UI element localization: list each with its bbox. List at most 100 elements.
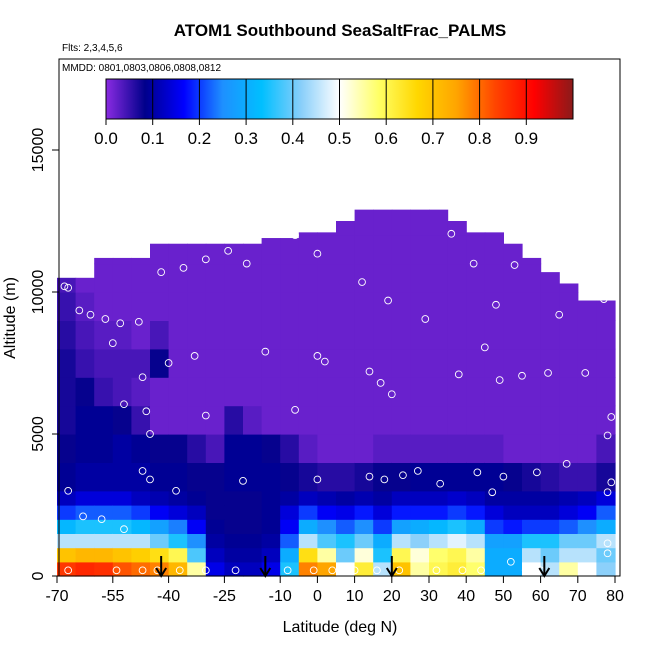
colorbar-tick-label: 0.3 xyxy=(234,129,258,148)
sample-point xyxy=(120,400,128,409)
heatmap-cell xyxy=(243,519,263,534)
heatmap-cell xyxy=(484,505,504,520)
heatmap-cell xyxy=(224,263,244,293)
colorbar-tick-label: 0.4 xyxy=(281,129,305,148)
heatmap-cell xyxy=(336,561,356,577)
heatmap-cell xyxy=(131,263,151,293)
heatmap-cell xyxy=(429,320,449,350)
heatmap-cell xyxy=(112,490,132,506)
heatmap-cell xyxy=(298,462,318,492)
heatmap-cell xyxy=(131,519,151,534)
heatmap-cell xyxy=(298,490,318,506)
sample-point xyxy=(387,390,396,399)
heatmap-cell xyxy=(466,377,486,407)
heatmap-cell xyxy=(280,320,300,350)
heatmap-cell xyxy=(354,348,374,378)
heatmap-cell xyxy=(224,561,244,577)
heatmap-cell xyxy=(168,377,188,407)
heatmap-cell xyxy=(112,547,132,563)
sample-point xyxy=(172,486,180,495)
heatmap-cell xyxy=(131,547,151,563)
heatmap-cell xyxy=(57,505,77,520)
sample-point xyxy=(64,486,73,495)
heatmap-cell xyxy=(522,505,542,520)
sample-point xyxy=(473,468,482,477)
heatmap-cell xyxy=(391,235,411,265)
heatmap-cell xyxy=(205,505,225,520)
heatmap-cell xyxy=(336,490,356,506)
heatmap-cell xyxy=(577,405,597,435)
heatmap-cell xyxy=(410,292,430,321)
sample-point xyxy=(581,369,590,377)
heatmap-cell xyxy=(447,547,467,563)
heatmap-cell xyxy=(112,405,132,435)
heatmap-cell xyxy=(243,263,263,293)
sample-point xyxy=(454,370,463,379)
heatmap-cell xyxy=(224,519,244,534)
heatmap-cell xyxy=(447,320,467,350)
heatmap-cell xyxy=(261,533,281,549)
heatmap-cell xyxy=(596,300,616,321)
x-axis: -70 -55 -40 -25 -10 0 10 20 30 40 50 60 70 80 xyxy=(45,576,624,605)
heatmap-cell xyxy=(466,405,486,435)
heatmap-cell xyxy=(373,490,393,506)
heatmap-cell xyxy=(94,434,114,463)
heatmap-cell xyxy=(168,320,188,350)
heatmap-cell xyxy=(447,348,467,378)
heatmap-cell xyxy=(354,519,374,534)
heatmap-cell xyxy=(484,348,504,378)
heatmap-cell xyxy=(559,547,579,563)
sample-point xyxy=(86,310,95,319)
heatmap-cell xyxy=(466,561,486,577)
heatmap-cell xyxy=(577,505,597,520)
heatmap-cell xyxy=(298,561,318,577)
heatmap-cell xyxy=(75,490,95,506)
heatmap-cell xyxy=(205,348,225,378)
sample-point xyxy=(573,248,582,257)
heatmap-cell xyxy=(466,533,486,549)
heatmap-cell xyxy=(373,505,393,520)
heatmap-cell xyxy=(243,490,263,506)
heatmap-cell xyxy=(336,519,356,534)
heatmap-cell xyxy=(168,462,188,492)
heatmap-cell xyxy=(317,292,337,321)
heatmap-cell xyxy=(577,519,597,534)
heatmap-cell xyxy=(503,505,523,520)
sample-point xyxy=(533,468,541,477)
heatmap-cell xyxy=(224,505,244,520)
heatmap-cell xyxy=(243,320,263,350)
heatmap-cell xyxy=(168,547,188,563)
heatmap-cell xyxy=(429,519,449,534)
heatmap-cell xyxy=(317,232,337,236)
sample-point xyxy=(599,295,608,303)
heatmap-cell xyxy=(410,209,430,236)
heatmap-cell xyxy=(484,533,504,549)
heatmap-cell xyxy=(373,519,393,534)
heatmap-cell xyxy=(391,490,411,506)
heatmap-cell xyxy=(559,490,579,506)
heatmap-cell xyxy=(187,405,207,435)
heatmap-cell xyxy=(224,292,244,321)
heatmap-cell xyxy=(224,462,244,492)
heatmap-cell xyxy=(94,377,114,407)
heatmap-cell xyxy=(429,405,449,435)
heatmap-cell xyxy=(391,462,411,492)
heatmap-cell xyxy=(187,320,207,350)
heatmap-cell xyxy=(596,490,616,506)
heatmap-cell xyxy=(447,561,467,577)
heatmap-cell xyxy=(522,462,542,492)
heatmap-cell xyxy=(354,490,374,506)
heatmap-cell xyxy=(150,377,170,407)
sample-point xyxy=(138,244,147,252)
x-tick-label: 60 xyxy=(532,588,550,605)
colorbar-tick-label: 0.6 xyxy=(374,129,398,148)
sample-point xyxy=(555,310,564,319)
heatmap-cell xyxy=(577,434,597,463)
sample-point xyxy=(562,459,571,468)
heatmap-cell xyxy=(187,519,207,534)
sample-point xyxy=(116,319,125,328)
y-tick-label: 10000 xyxy=(30,270,47,315)
heatmap-cell xyxy=(298,533,318,549)
sample-point xyxy=(146,475,154,484)
heatmap-cell xyxy=(354,263,374,293)
